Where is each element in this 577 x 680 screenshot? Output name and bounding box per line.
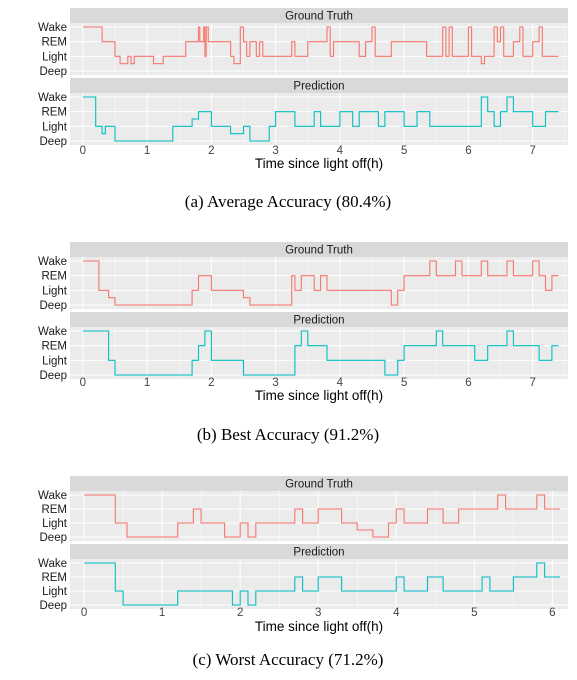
y-tick-label: REM [41, 37, 67, 49]
x-tick-label: 5 [471, 607, 477, 619]
x-tick-label: 0 [80, 377, 86, 389]
series-line [82, 330, 559, 376]
y-tick-label: REM [41, 341, 67, 353]
x-axis-label: Time since light off(h) [255, 156, 383, 171]
facet-ground-truth: Ground Truth Deep Light REM Wake [38, 242, 568, 312]
x-tick-label: 0 [81, 607, 87, 619]
y-tick-label: Wake [38, 490, 67, 502]
y-tick-label: Light [42, 355, 68, 367]
y-tick-label: Light [42, 121, 68, 133]
y-tick-label: REM [41, 107, 67, 119]
y-tick-label: Deep [40, 300, 68, 312]
figure-caption: (c) Worst Accuracy (71.2%) [193, 650, 384, 669]
panel-background [70, 559, 568, 609]
facet-strip [70, 8, 568, 23]
panel-background [70, 23, 568, 75]
facet-strip [70, 312, 568, 327]
x-tick-label: 4 [393, 607, 400, 619]
y-tick-label: Wake [38, 22, 67, 34]
facet-ground-truth: Ground Truth Deep Light REM Wake [38, 476, 568, 544]
y-tick-label: Deep [40, 600, 68, 612]
facet-prediction: Prediction Deep Light REM Wake [38, 544, 568, 612]
x-tick-label: 1 [144, 377, 150, 389]
facet-title: Ground Truth [285, 245, 353, 257]
series-line [82, 96, 559, 142]
series-line [82, 260, 559, 306]
chart-block-2: Ground Truth Deep Light REM Wake Prediction De… [38, 242, 568, 444]
facet-title: Ground Truth [285, 11, 353, 23]
y-tick-label: Light [42, 51, 68, 63]
x-tick-label: 5 [401, 377, 407, 389]
y-tick-label: Light [42, 518, 68, 530]
x-tick-label: 6 [465, 145, 471, 157]
x-tick-label: 1 [159, 607, 165, 619]
series-line [84, 562, 561, 606]
figure-caption: (a) Average Accuracy (80.4%) [185, 192, 391, 211]
x-tick-label: 3 [272, 145, 278, 157]
facet-ground-truth: Ground Truth Deep Light REM Wake [38, 8, 568, 78]
y-tick-label: Deep [40, 136, 68, 148]
y-tick-label: Deep [40, 66, 68, 78]
facet-strip [70, 476, 568, 491]
series-line [84, 494, 561, 538]
facet-title: Ground Truth [285, 479, 353, 491]
x-tick-label: 2 [208, 145, 214, 157]
x-tick-label: 0 [80, 145, 86, 157]
facet-prediction: Prediction Deep Light REM Wake [38, 312, 568, 382]
facet-title: Prediction [293, 547, 344, 559]
y-tick-label: Light [42, 285, 68, 297]
x-axis-label: Time since light off(h) [255, 388, 383, 403]
x-tick-label: 5 [401, 145, 407, 157]
panel-background [70, 491, 568, 541]
x-tick-label: 2 [208, 377, 214, 389]
x-tick-label: 4 [337, 145, 344, 157]
x-tick-label: 7 [529, 377, 535, 389]
x-tick-label: 6 [465, 377, 471, 389]
y-tick-label: REM [41, 504, 67, 516]
x-tick-label: 7 [529, 145, 535, 157]
y-tick-label: REM [41, 572, 67, 584]
x-tick-label: 6 [549, 607, 555, 619]
y-tick-label: Light [42, 586, 68, 598]
chart-block-1: Ground Truth Deep Light REM Wake Prediction De… [38, 8, 568, 211]
facet-strip [70, 78, 568, 93]
series-line [82, 26, 559, 65]
y-tick-label: Wake [38, 256, 67, 268]
x-tick-label: 2 [237, 607, 243, 619]
y-tick-label: REM [41, 271, 67, 283]
x-axis-label: Time since light off(h) [255, 619, 383, 634]
facet-prediction: Prediction Deep Light REM Wake [38, 78, 568, 148]
panel-background [70, 327, 568, 379]
y-tick-label: Wake [38, 326, 67, 338]
facet-strip [70, 242, 568, 257]
facet-title: Prediction [293, 81, 344, 93]
facet-title: Prediction [293, 315, 344, 327]
panel-background [70, 93, 568, 145]
x-tick-label: 3 [315, 607, 321, 619]
x-tick-label: 1 [144, 145, 150, 157]
figure-caption: (b) Best Accuracy (91.2%) [197, 425, 379, 444]
panel-background [70, 257, 568, 309]
facet-strip [70, 544, 568, 559]
y-tick-label: Wake [38, 92, 67, 104]
chart-block-3: Ground Truth Deep Light REM Wake Prediction De… [38, 476, 568, 669]
x-tick-label: 4 [337, 377, 344, 389]
x-tick-label: 3 [272, 377, 278, 389]
y-tick-label: Deep [40, 370, 68, 382]
y-tick-label: Deep [40, 532, 68, 544]
y-tick-label: Wake [38, 558, 67, 570]
